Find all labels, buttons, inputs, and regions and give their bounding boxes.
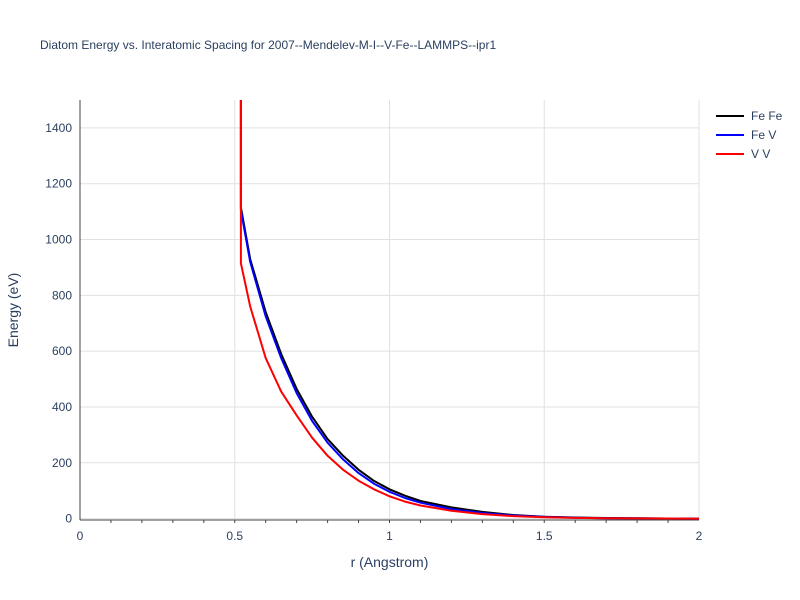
chart-title: Diatom Energy vs. Interatomic Spacing fo…	[40, 38, 497, 52]
x-tick-label: 0	[77, 529, 84, 543]
legend-swatch-v-v	[716, 152, 744, 155]
series-line-v-v[interactable]	[239, 100, 699, 520]
series-line-fe-fe[interactable]	[239, 100, 699, 520]
legend-item-v-v[interactable]: V V	[716, 144, 782, 163]
y-tick-label: 600	[52, 344, 72, 358]
x-tick-label: 2	[696, 529, 703, 543]
y-tick-label: 200	[52, 456, 72, 470]
y-tick-label: 1000	[45, 233, 72, 247]
y-axis-label: Energy (eV)	[5, 272, 21, 348]
series-line-fe-v[interactable]	[239, 100, 699, 520]
legend-label-v-v: V V	[751, 146, 771, 161]
x-tick-label: 0.5	[226, 529, 243, 543]
x-tick-label: 1.5	[536, 529, 553, 543]
legend-swatch-fe-v	[716, 133, 744, 136]
legend-label-fe-v: Fe V	[751, 127, 777, 142]
y-tick-label: 1400	[45, 121, 72, 135]
y-tick-label: 400	[52, 400, 72, 414]
legend-label-fe-fe: Fe Fe	[751, 108, 783, 123]
legend-swatch-fe-fe	[716, 114, 744, 117]
legend-item-fe-fe[interactable]: Fe Fe	[716, 106, 782, 125]
y-tick-label: 800	[52, 288, 72, 302]
x-tick-label: 1	[386, 529, 393, 543]
y-tick-label: 1200	[45, 177, 72, 191]
x-axis-label: r (Angstrom)	[350, 554, 429, 570]
legend: Fe Fe Fe V V V	[716, 106, 782, 163]
legend-item-fe-v[interactable]: Fe V	[716, 125, 782, 144]
y-tick-label: 0	[65, 512, 72, 526]
